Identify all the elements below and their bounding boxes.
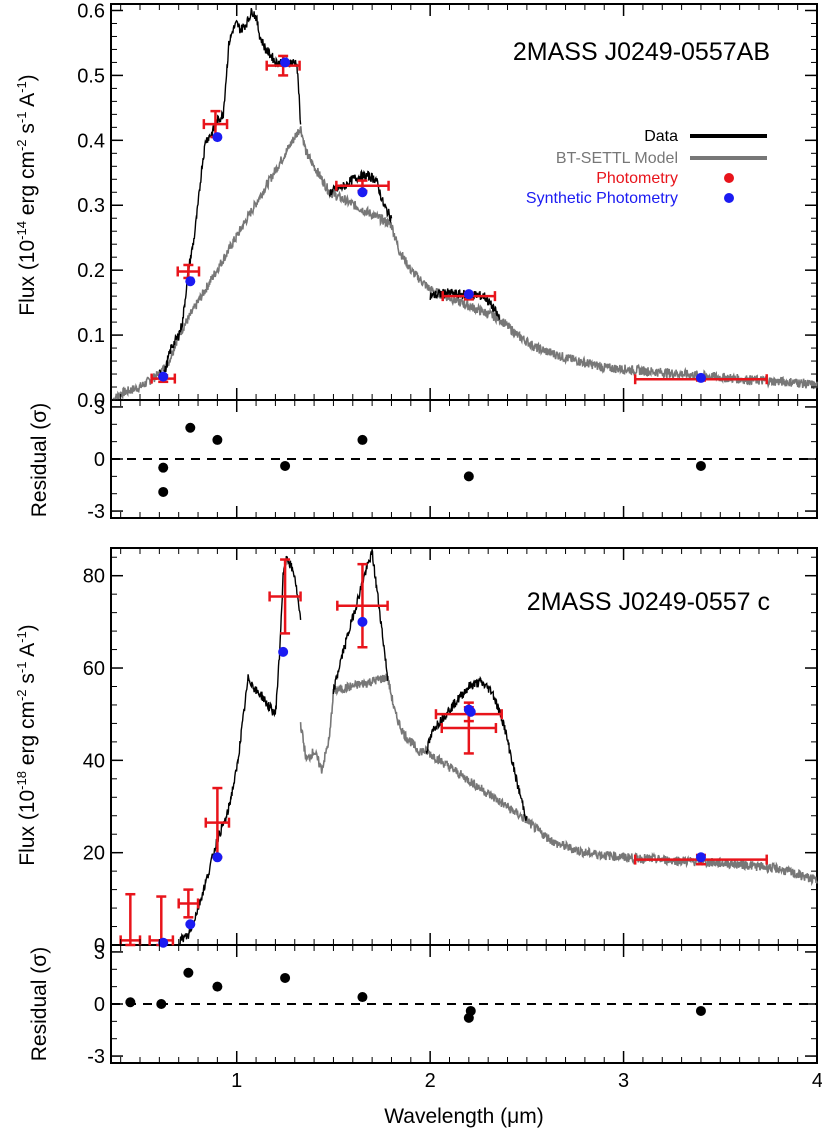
photometry-point [176, 263, 201, 280]
x-tick-label: 1 [231, 1070, 242, 1092]
y-tick-label: 0.4 [77, 130, 105, 152]
panel1-main-plot: 0.0 0.1 0.2 0.3 0.4 0.5 0.6 [77, 0, 818, 412]
data-spectrum-line [178, 555, 302, 946]
synthetic-photometry-point [212, 852, 223, 863]
panel1-ylabel: Flux (10-14 erg cm-2 s-1 A-1) [14, 74, 39, 315]
y-tick-label: 0.5 [77, 65, 105, 87]
y-tick-label: 0.6 [77, 0, 105, 22]
residual-point [158, 462, 169, 473]
y-tick-label: 0 [94, 935, 105, 957]
residual-point [695, 1005, 706, 1016]
legend-model-label: BT-SETTL Model [556, 150, 678, 167]
panel1-residual-plot: -3 0 3 [87, 397, 818, 523]
photometry-point [119, 892, 142, 947]
residual-point [357, 434, 368, 445]
data-spectrum-line [425, 675, 528, 821]
panel1-residual-ylabel: Residual (σ) [28, 403, 51, 518]
y-tick-label: 0.0 [77, 390, 105, 412]
photometry-point [336, 562, 389, 649]
residual-y-tick-label: 3 [94, 397, 105, 419]
residual-y-tick-label: 0 [94, 449, 105, 471]
y-tick-label: 20 [83, 843, 105, 865]
y-tick-label: 0.2 [77, 260, 105, 282]
synthetic-photometry-point [280, 57, 291, 68]
synthetic-photometry-point [357, 187, 368, 198]
legend: Data BT-SETTL Model Photometry Synthetic… [526, 128, 767, 207]
residual-point [357, 992, 368, 1003]
residual-point [463, 471, 474, 482]
residual-point [280, 972, 291, 983]
y-tick-label: 0.3 [77, 195, 105, 217]
synthetic-photometry-point [158, 371, 169, 382]
panel2-residual-plot: -3 0 3 1 2 3 4 [87, 942, 822, 1092]
residual-point [212, 434, 223, 445]
residual-point [156, 999, 167, 1009]
y-tick-label: 0.1 [77, 325, 105, 347]
residual-point [465, 1005, 476, 1016]
synthetic-photometry-point [465, 706, 476, 717]
x-tick-label: 4 [812, 1070, 822, 1092]
residual-point [183, 967, 194, 978]
residual-y-tick-label: -3 [87, 1046, 105, 1068]
model-spectrum-line [299, 673, 818, 887]
data-spectrum-line [158, 8, 302, 380]
photometry-point [177, 888, 200, 919]
legend-photometry-label: Photometry [596, 170, 678, 187]
synthetic-photometry-point [695, 852, 706, 863]
residual-y-tick-label: -3 [87, 501, 105, 523]
synthetic-photometry-point [278, 646, 289, 657]
photometry-point [268, 558, 302, 635]
panel2-title: 2MASS J0249-0557 c [527, 588, 770, 616]
synthetic-photometry-point [185, 276, 196, 287]
model-spectrum-line [112, 126, 818, 402]
residual-y-tick-label: 0 [94, 994, 105, 1016]
residual-point [695, 460, 706, 471]
photometry-point [148, 895, 175, 947]
legend-synthetic-label: Synthetic Photometry [526, 190, 678, 207]
photometry-point [204, 786, 231, 859]
legend-synthetic-marker [724, 193, 734, 203]
synthetic-photometry-point [463, 289, 474, 300]
xlabel: Wavelength (μm) [384, 1105, 544, 1128]
panel1-title: 2MASS J0249-0557AB [513, 38, 770, 66]
synthetic-photometry-point [212, 132, 223, 143]
y-tick-label: 60 [83, 658, 105, 680]
synthetic-photometry-point [185, 919, 196, 930]
residual-point [212, 981, 223, 992]
residual-point [280, 460, 291, 471]
x-tick-label: 3 [618, 1070, 629, 1092]
panel2-main-plot: 0 20 40 60 80 [83, 548, 818, 957]
legend-data-label: Data [644, 128, 678, 145]
y-tick-label: 80 [83, 566, 105, 588]
synthetic-photometry-point [158, 937, 169, 948]
legend-photometry-marker [724, 173, 734, 183]
synthetic-photometry-point [357, 616, 368, 627]
residual-y-tick-label: 3 [94, 942, 105, 964]
panel2-residual-ylabel: Residual (σ) [28, 947, 51, 1062]
residual-point [125, 997, 136, 1008]
residual-point [158, 486, 169, 497]
x-tick-label: 2 [425, 1070, 436, 1092]
y-tick-label: 40 [83, 750, 105, 772]
residual-point [185, 422, 196, 433]
synthetic-photometry-point [695, 372, 706, 383]
panel2-ylabel: Flux (10-18 erg cm-2 s-1 A-1) [14, 624, 39, 865]
